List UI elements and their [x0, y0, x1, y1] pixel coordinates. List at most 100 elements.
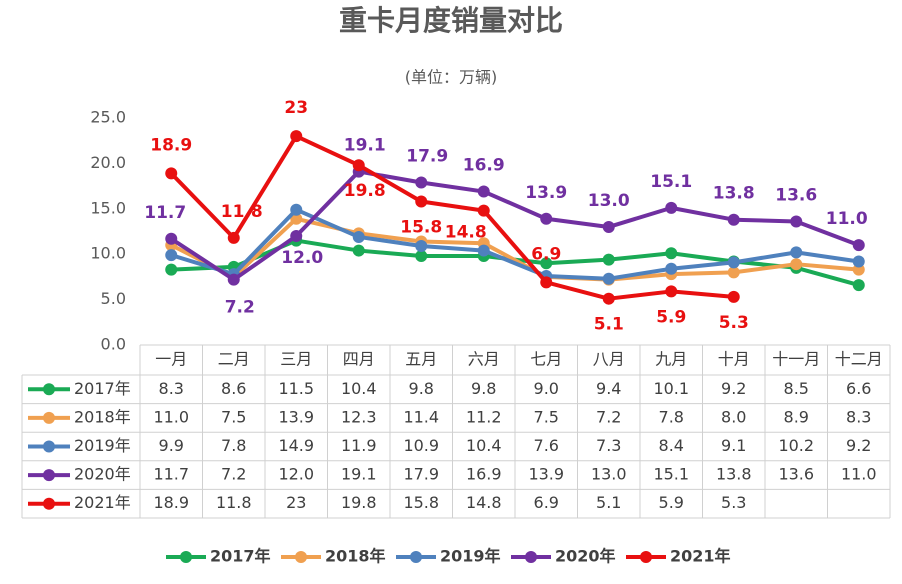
point — [602, 253, 615, 266]
point — [477, 185, 490, 198]
point — [790, 258, 803, 271]
point — [227, 231, 240, 244]
data-label: 11.7 — [144, 203, 186, 223]
point — [352, 159, 365, 172]
data-label: 15.1 — [650, 172, 692, 192]
table-cell: 9.2 — [846, 436, 871, 455]
table-row-label: 2018年 — [74, 407, 131, 426]
data-label: 11.8 — [221, 202, 263, 222]
point — [415, 195, 428, 208]
legend-swatch — [43, 469, 55, 482]
legend-label: 2021年 — [670, 547, 731, 566]
legend-label: 2019年 — [440, 547, 501, 566]
point — [727, 290, 740, 303]
table-cell: 15.1 — [653, 465, 689, 484]
table-cell: 9.2 — [721, 379, 746, 398]
x-tick-label: 十一月 — [772, 350, 820, 369]
table-cell: 10.4 — [341, 379, 377, 398]
table-cell: 9.1 — [721, 436, 746, 455]
series-line — [170, 207, 860, 281]
point — [290, 212, 303, 225]
x-tick-label: 九月 — [655, 350, 687, 369]
table-cell: 16.9 — [466, 465, 502, 484]
point — [602, 220, 615, 233]
table-cell: 13.8 — [716, 465, 752, 484]
point — [352, 230, 365, 243]
legend-swatch — [180, 551, 192, 563]
table-cell: 9.4 — [596, 379, 621, 398]
data-label: 13.9 — [525, 183, 567, 203]
data-label: 13.8 — [713, 184, 755, 204]
table-cell: 8.0 — [721, 407, 746, 426]
point — [790, 246, 803, 259]
table-cell: 9.8 — [409, 379, 434, 398]
y-tick-label: 20.0 — [90, 153, 126, 172]
table-cell: 10.1 — [653, 379, 689, 398]
data-label: 13.0 — [588, 191, 630, 211]
point — [852, 239, 865, 252]
legend-swatch — [525, 551, 537, 563]
table-cell: 13.9 — [278, 407, 314, 426]
legend-swatch — [43, 411, 55, 424]
data-label: 5.3 — [719, 313, 749, 333]
x-tick-label: 五月 — [405, 350, 437, 369]
legend-swatch — [43, 497, 55, 510]
legend-label: 2018年 — [325, 547, 386, 566]
series-line — [169, 134, 734, 301]
legend-swatch — [410, 551, 422, 563]
y-tick-label: 25.0 — [90, 108, 126, 127]
point — [852, 255, 865, 268]
data-label: 16.9 — [463, 156, 505, 176]
table-cell: 5.9 — [659, 493, 684, 512]
table-cell: 7.8 — [221, 436, 246, 455]
data-label: 6.9 — [531, 244, 561, 264]
point — [165, 249, 178, 262]
table-cell: 8.3 — [846, 407, 871, 426]
table-cell: 8.4 — [659, 436, 684, 455]
point — [477, 204, 490, 217]
y-tick-label: 10.0 — [90, 244, 126, 263]
data-label: 19.8 — [344, 181, 386, 201]
x-tick-label: 二月 — [218, 350, 250, 369]
point — [290, 203, 303, 216]
table-row-label: 2021年 — [74, 493, 131, 512]
table-cell: 12.3 — [341, 407, 377, 426]
table-cell: 19.1 — [341, 465, 377, 484]
x-tick-label: 八月 — [593, 350, 625, 369]
legend-label: 2017年 — [210, 547, 271, 566]
y-tick-label: 5.0 — [101, 289, 126, 308]
table-cell: 7.2 — [221, 465, 246, 484]
series-line — [170, 216, 859, 282]
table-cell: 17.9 — [403, 465, 439, 484]
data-label: 18.9 — [150, 135, 192, 155]
table-cell: 7.6 — [534, 436, 559, 455]
table-cell: 7.8 — [659, 407, 684, 426]
table-cell: 11.4 — [403, 407, 439, 426]
data-label: 19.1 — [344, 136, 386, 156]
table-cell: 5.3 — [721, 493, 746, 512]
table-cell: 11.7 — [153, 465, 189, 484]
table-cell: 23 — [286, 493, 306, 512]
table-cell: 13.9 — [528, 465, 564, 484]
table-cell: 8.9 — [784, 407, 809, 426]
table-cell: 11.2 — [466, 407, 502, 426]
table-cell: 10.9 — [403, 436, 439, 455]
table-cell: 12.0 — [278, 465, 314, 484]
point — [602, 272, 615, 285]
point — [727, 266, 740, 279]
data-label: 7.2 — [225, 298, 255, 318]
point — [852, 279, 865, 292]
data-label: 5.1 — [594, 315, 624, 335]
table-cell: 10.4 — [466, 436, 502, 455]
table-cell: 9.9 — [159, 436, 184, 455]
legend-label: 2020年 — [555, 547, 616, 566]
data-label: 12.0 — [281, 248, 323, 268]
y-tick-label: 15.0 — [90, 198, 126, 217]
legend-swatch — [43, 440, 55, 453]
table-cell: 8.6 — [221, 379, 246, 398]
table-cell: 13.6 — [778, 465, 814, 484]
table-cell: 9.0 — [534, 379, 559, 398]
data-label: 11.0 — [826, 209, 868, 229]
x-tick-label: 十月 — [718, 350, 750, 369]
